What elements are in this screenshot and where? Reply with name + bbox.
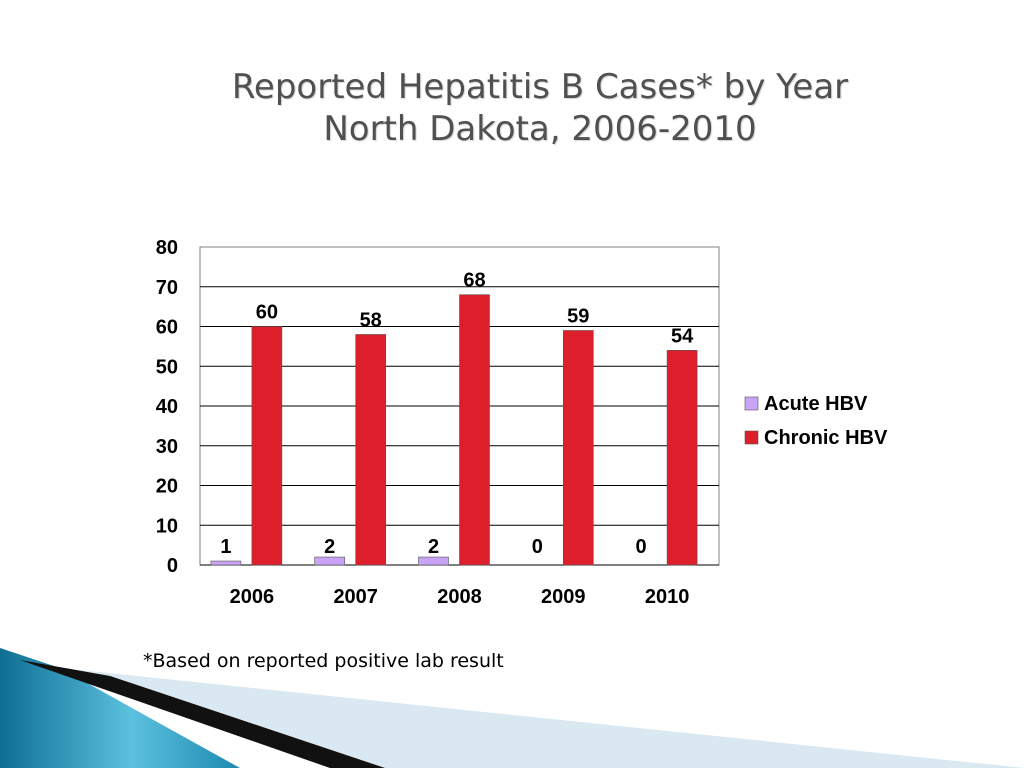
- y-tick-label: 50: [156, 356, 178, 378]
- data-label: 60: [256, 302, 278, 324]
- label-layer: 1 60 2006 2 58 2007 2 68 2008 0 59 2009 0 54 2010: [220, 270, 694, 608]
- legend-swatch: [744, 430, 759, 445]
- decor-blue-wedge: [0, 648, 240, 768]
- x-tick-label: 2009: [541, 586, 586, 608]
- data-label: 0: [532, 536, 543, 558]
- x-tick-label: 2008: [437, 586, 482, 608]
- data-label: 68: [463, 270, 485, 292]
- y-tick-label: 0: [167, 555, 178, 577]
- legend-label: Acute HBV: [764, 393, 868, 415]
- y-tick-label: 20: [156, 476, 178, 498]
- data-label: 59: [567, 305, 589, 327]
- bar-acute-hbv: [314, 556, 346, 566]
- bar-chronic-hbv: [355, 334, 387, 566]
- bar-chronic-hbv: [562, 330, 594, 566]
- footnote: *Based on reported positive lab result: [143, 650, 504, 672]
- data-label: 0: [636, 536, 647, 558]
- legend-swatch: [744, 396, 759, 411]
- data-label: 2: [324, 536, 335, 558]
- y-tick-label: 10: [156, 515, 178, 537]
- data-label: 54: [671, 325, 694, 347]
- title-line-2: North Dakota, 2006-2010: [323, 109, 757, 149]
- y-tick-label: 60: [156, 317, 178, 339]
- x-tick-label: 2010: [645, 586, 690, 608]
- y-tick-label: 30: [156, 436, 178, 458]
- bar-chronic-hbv: [666, 350, 698, 566]
- legend-label: Chronic HBV: [764, 427, 888, 449]
- data-label: 2: [428, 536, 439, 558]
- y-tick-label: 40: [156, 396, 178, 418]
- legend: Acute HBV Chronic HBV: [744, 393, 888, 449]
- bar-chronic-hbv: [459, 294, 490, 566]
- x-tick-label: 2007: [333, 586, 378, 608]
- title-line-1: Reported Hepatitis B Cases* by Year: [231, 67, 849, 107]
- slide-title: Reported Hepatitis B Cases* by Year Nort…: [160, 66, 920, 150]
- y-tick-label: 80: [156, 237, 178, 259]
- data-label: 1: [220, 536, 231, 558]
- y-tick-label: 70: [156, 277, 178, 299]
- bar-acute-hbv: [210, 560, 242, 566]
- x-tick-label: 2006: [230, 586, 275, 608]
- bar-acute-hbv: [418, 556, 449, 566]
- bar-chronic-hbv: [251, 326, 283, 566]
- decor-dark-wedge: [20, 660, 385, 768]
- data-label: 58: [360, 309, 382, 331]
- bar-layer: [210, 294, 698, 566]
